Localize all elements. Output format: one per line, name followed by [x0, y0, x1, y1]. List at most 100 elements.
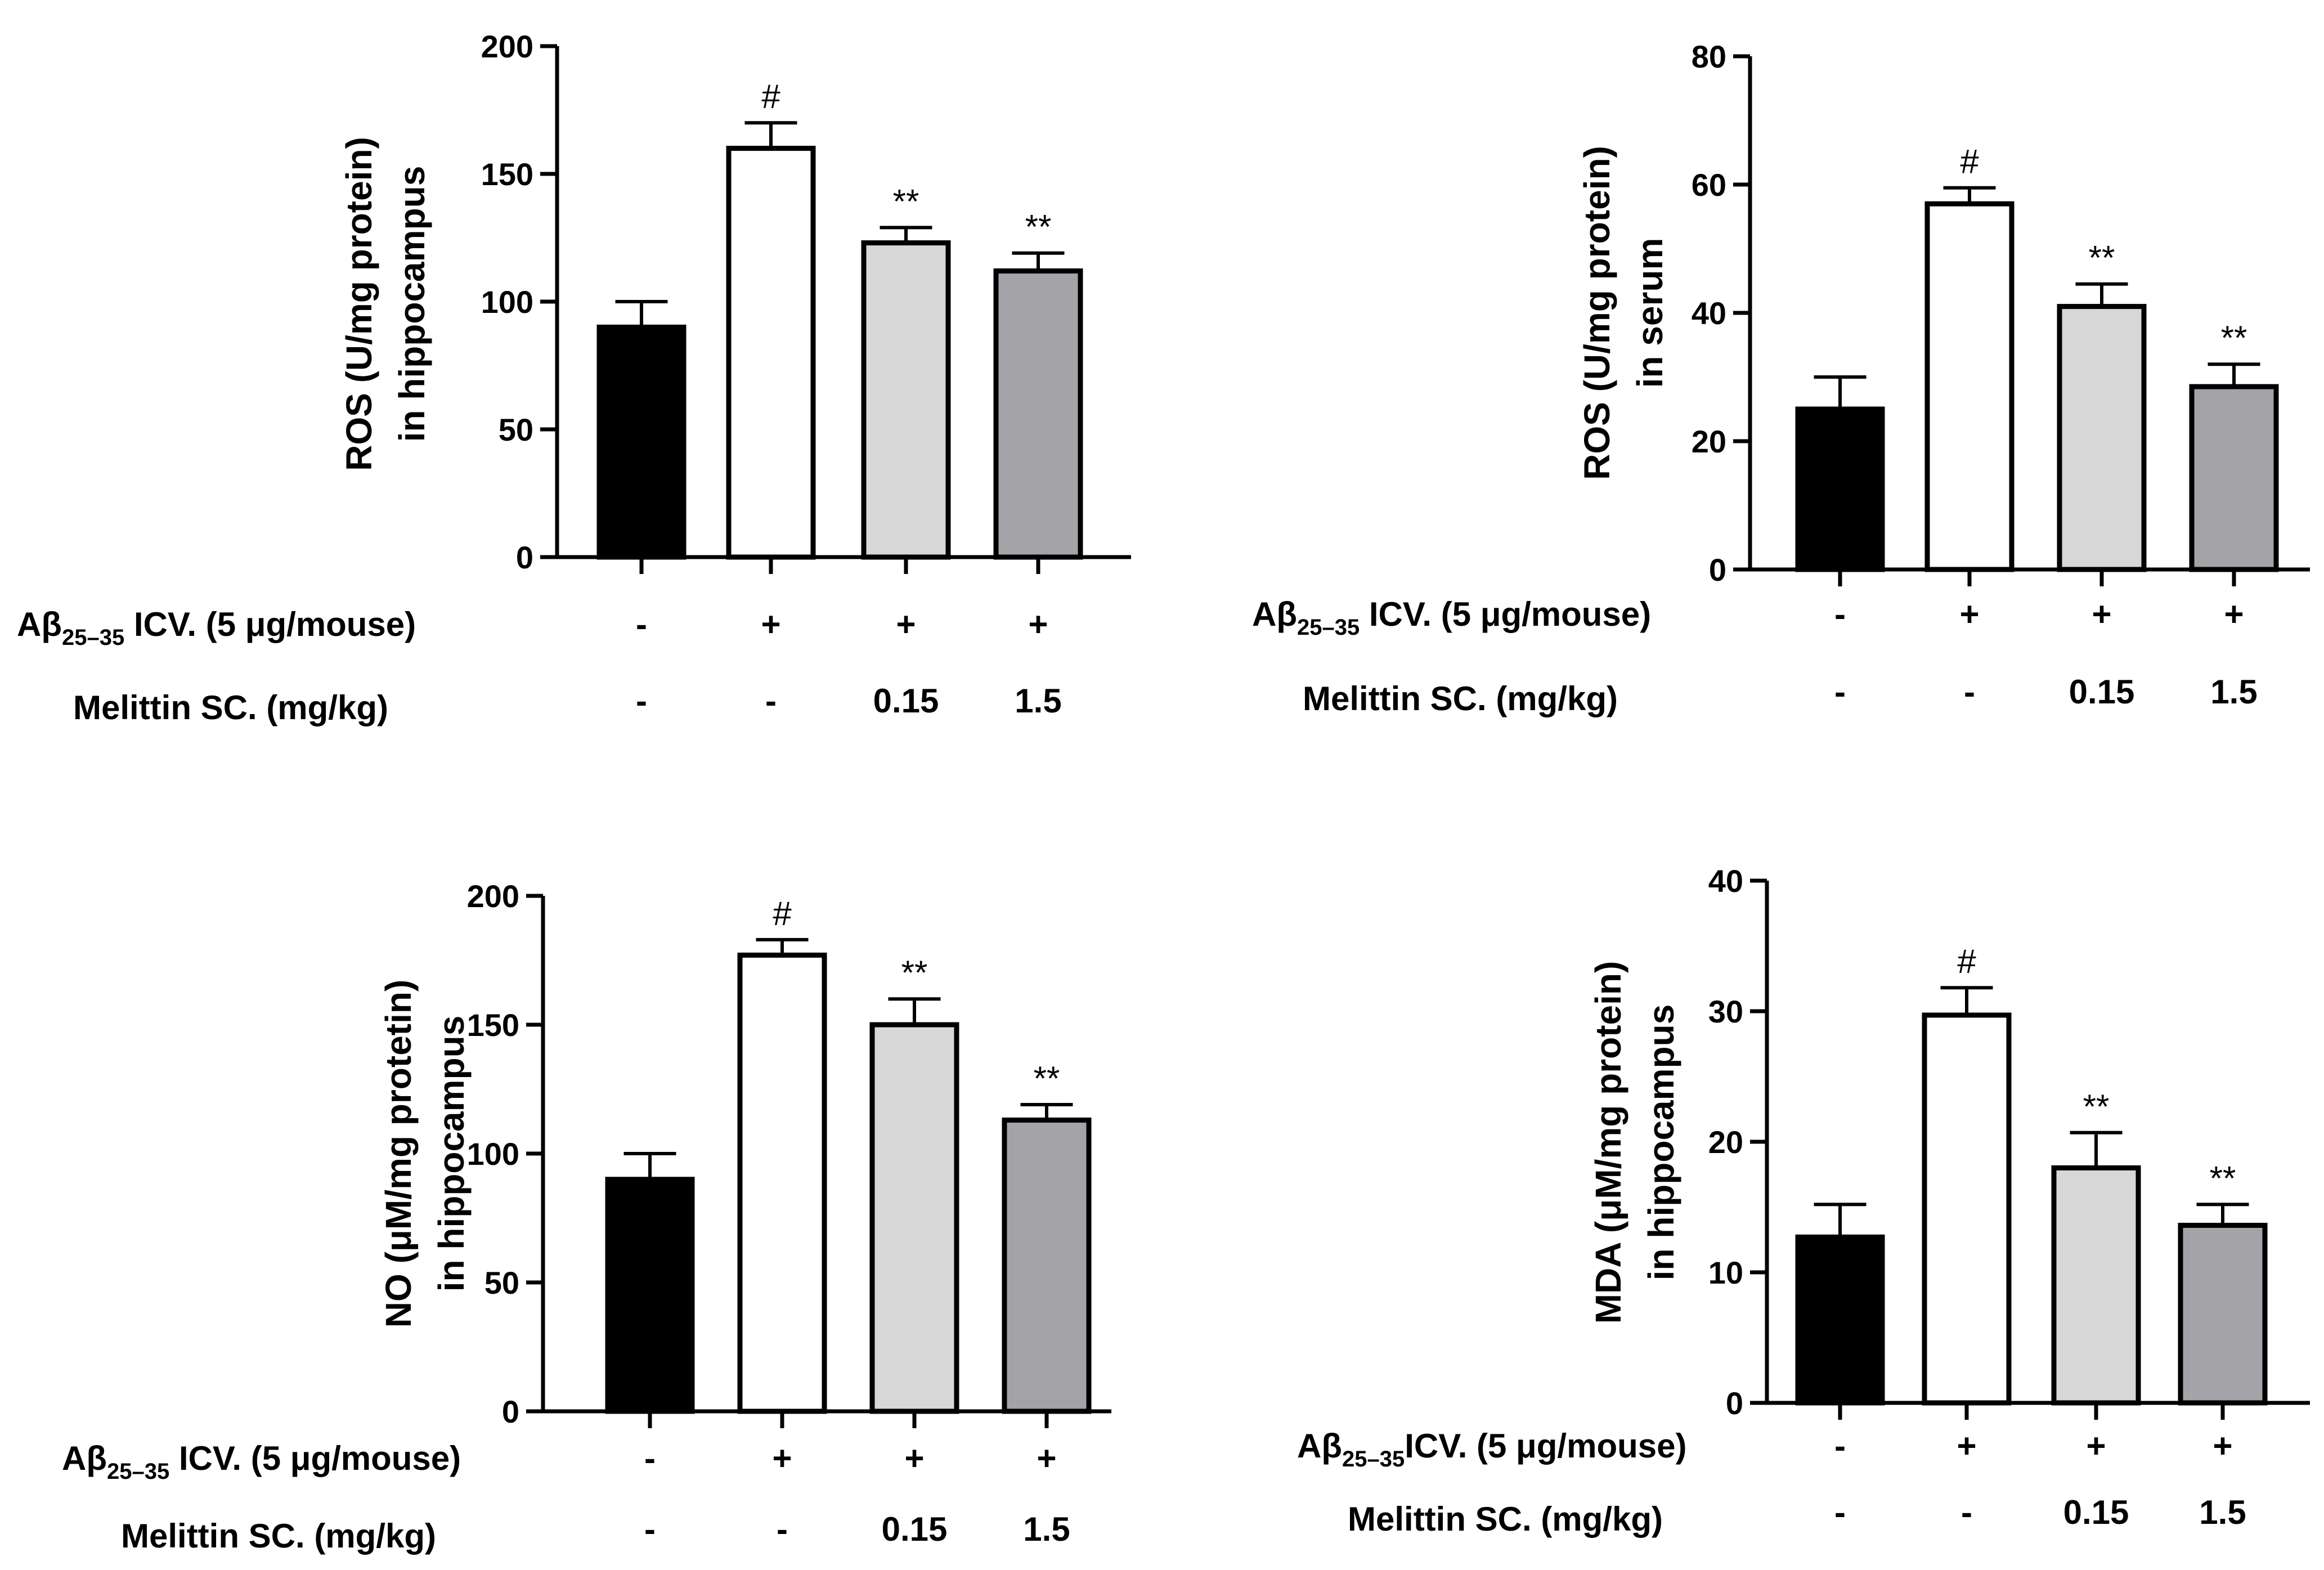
chart-panel-ros-serum: 0 20 40 60 80 # ** ** ROS (U/mg protein) in serum… — [1252, 39, 2310, 717]
treatment-label-prefix: Aβ — [1252, 595, 1297, 633]
treatment-row-abeta-value: + — [1959, 595, 1979, 633]
bar — [726, 146, 816, 560]
y-tick-label: 60 — [1692, 167, 1726, 203]
y-tick-label: 100 — [467, 1136, 519, 1172]
y-axis-title: ROS (U/mg protein) in hippocampus — [339, 137, 432, 471]
treatment-row-abeta-value: + — [1037, 1439, 1056, 1477]
chart-panel-ros-hippocampus: 0 50 100 150 200 # ** ** ROS (U/mg protein) in hi… — [17, 29, 1131, 726]
treatment-row-abeta-label: Aβ25–35 ICV. (5 μg/mouse) — [62, 1439, 461, 1484]
treatment-row-abeta-value: + — [1957, 1427, 1976, 1465]
bar — [2189, 384, 2279, 572]
treatment-row-abeta-value: - — [644, 1439, 656, 1477]
significance-label: # — [761, 78, 780, 115]
treatment-row-abeta-value: + — [1028, 605, 1048, 643]
y-tick-label: 80 — [1692, 39, 1726, 74]
bar — [596, 324, 687, 560]
treatment-row-melittin-value: - — [777, 1510, 788, 1548]
treatment-row-abeta-value: + — [761, 605, 780, 643]
bar — [1002, 1117, 1092, 1414]
treatment-row-melittin-value: - — [1964, 673, 1975, 711]
significance-label: ** — [893, 182, 919, 220]
significance-label: ** — [1025, 208, 1052, 246]
treatment-row-abeta-value: + — [2086, 1427, 2106, 1465]
treatment-row-melittin-value: - — [636, 682, 647, 720]
bar — [993, 268, 1083, 560]
y-axis-title: ROS (U/mg protein) in serum — [1577, 146, 1670, 480]
treatment-label-subscript: 25–35 — [1297, 615, 1360, 640]
treatment-row-melittin-value: 1.5 — [1023, 1510, 1070, 1548]
chart-panel-mda-hippocampus: 0 10 20 30 40 # ** ** MDA (μM/mg protein) in hipp… — [1297, 863, 2310, 1538]
significance-label: # — [1960, 143, 1979, 181]
treatment-label-prefix: Aβ — [17, 605, 62, 643]
significance-label: ** — [1034, 1060, 1060, 1097]
y-axis-title-line: in hippocampus — [431, 1016, 472, 1292]
treatment-row-abeta-value: + — [2213, 1427, 2232, 1465]
significance-label: ** — [2083, 1088, 2110, 1125]
treatment-label-suffix: ICV. (5 μg/mouse) — [124, 605, 416, 643]
chart-panel-no-hippocampus: 0 50 100 150 200 # ** ** NO (μM/mg protetin) in h… — [62, 878, 1111, 1555]
treatment-row-melittin-value: 1.5 — [2210, 673, 2257, 711]
treatment-row-melittin-value: 1.5 — [1015, 682, 1061, 720]
treatment-row-abeta-value: + — [772, 1439, 792, 1477]
y-tick-label: 30 — [1708, 994, 1743, 1029]
y-axis-title: MDA (μM/mg protein) in hippocampus — [1588, 961, 1681, 1324]
treatment-row-melittin-label: Melittin SC. (mg/kg) — [73, 689, 388, 726]
treatment-label-suffix: ICV. (5 μg/mouse) — [1360, 595, 1651, 633]
treatment-row-melittin-value: - — [1961, 1493, 1972, 1531]
treatment-row-melittin-value: 0.15 — [873, 682, 939, 720]
y-axis-title-line: in hippocampus — [392, 166, 432, 442]
treatment-row-abeta-value: - — [1834, 595, 1846, 633]
y-axis-title-line: NO (μM/mg protetin) — [378, 980, 419, 1328]
y-tick-label: 10 — [1708, 1255, 1743, 1290]
treatment-row-melittin-value: 0.15 — [882, 1510, 948, 1548]
treatment-row-abeta-label: Aβ25–35 ICV. (5 μg/mouse) — [17, 605, 416, 650]
y-tick-label: 150 — [481, 156, 533, 192]
significance-label: # — [1957, 943, 1976, 980]
treatment-row-abeta-value: + — [904, 1439, 924, 1477]
significance-label: ** — [901, 954, 928, 992]
y-axis-title-line: MDA (μM/mg protein) — [1588, 961, 1628, 1324]
bar — [2051, 1165, 2141, 1406]
treatment-row-melittin-value: - — [644, 1510, 656, 1548]
y-tick-label: 0 — [502, 1394, 519, 1429]
bar — [2057, 304, 2147, 572]
bar — [1924, 201, 2015, 572]
treatment-label-suffix: ICV. (5 μg/mouse) — [1405, 1427, 1686, 1465]
y-axis-title: NO (μM/mg protetin) in hippocampus — [378, 980, 472, 1328]
treatment-row-abeta-value: - — [636, 605, 647, 643]
treatment-row-abeta-label: Aβ25–35ICV. (5 μg/mouse) — [1297, 1427, 1686, 1472]
y-tick-label: 0 — [516, 540, 533, 575]
treatment-label-subscript: 25–35 — [1342, 1447, 1405, 1472]
bar — [869, 1022, 959, 1414]
treatment-label-prefix: Aβ — [62, 1439, 107, 1477]
bar — [737, 952, 827, 1414]
y-axis-title-line: ROS (U/mg protein) — [1577, 146, 1617, 480]
treatment-label-subscript: 25–35 — [107, 1459, 169, 1484]
y-tick-label: 100 — [481, 284, 533, 320]
treatment-row-melittin-label: Melittin SC. (mg/kg) — [1348, 1500, 1663, 1538]
y-axis-title-line: in serum — [1630, 238, 1670, 388]
y-tick-label: 0 — [1726, 1385, 1743, 1421]
treatment-row-abeta-value: + — [2224, 595, 2244, 633]
treatment-row-melittin-value: 0.15 — [2063, 1493, 2129, 1531]
treatment-row-melittin-value: - — [765, 682, 777, 720]
treatment-row-abeta-value: + — [2092, 595, 2111, 633]
y-tick-label: 200 — [467, 878, 519, 914]
significance-label: ** — [2221, 319, 2247, 357]
significance-label: ** — [2089, 239, 2115, 277]
treatment-row-abeta-value: + — [896, 605, 916, 643]
treatment-row-melittin-value: - — [1834, 1493, 1846, 1531]
significance-label: # — [773, 895, 792, 932]
treatment-row-melittin-value: 1.5 — [2199, 1493, 2246, 1531]
treatment-row-abeta-label: Aβ25–35 ICV. (5 μg/mouse) — [1252, 595, 1651, 640]
y-tick-label: 50 — [484, 1265, 519, 1300]
y-axis-title-line: in hippocampus — [1641, 1004, 1681, 1281]
bar — [1795, 406, 1885, 572]
y-tick-label: 150 — [467, 1007, 519, 1043]
y-tick-label: 200 — [481, 29, 533, 64]
treatment-row-melittin-label: Melittin SC. (mg/kg) — [1303, 680, 1618, 717]
y-axis-title-line: ROS (U/mg protein) — [339, 137, 379, 471]
y-tick-label: 20 — [1692, 424, 1726, 459]
significance-label: ** — [2210, 1159, 2236, 1197]
